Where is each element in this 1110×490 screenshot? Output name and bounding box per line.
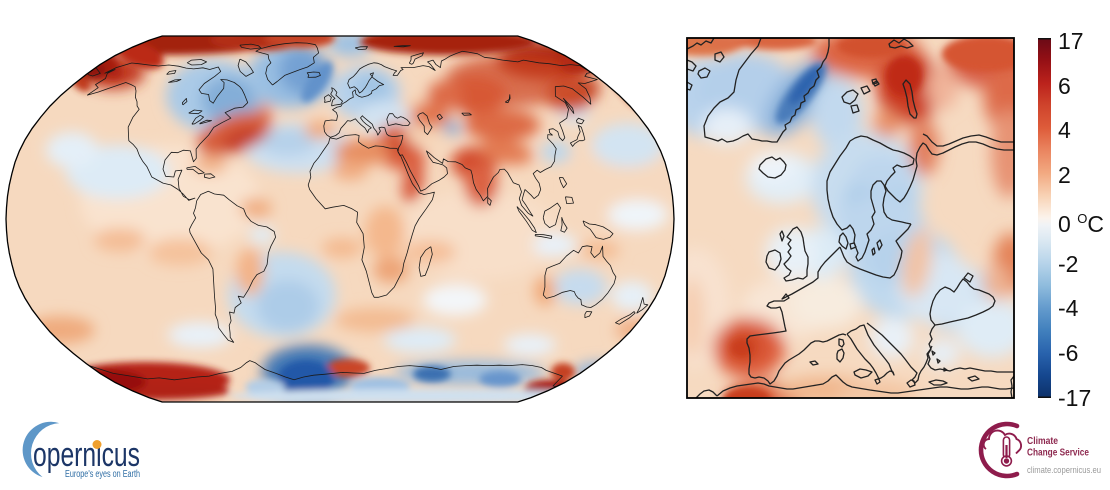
svg-text:climate.copernicus.eu: climate.copernicus.eu (1027, 465, 1101, 476)
svg-text:Climate: Climate (1027, 436, 1058, 447)
svg-text:Change Service: Change Service (1027, 448, 1089, 459)
svg-text:opernicus: opernicus (33, 436, 140, 474)
svg-text:Europe's eyes on Earth: Europe's eyes on Earth (65, 469, 140, 480)
